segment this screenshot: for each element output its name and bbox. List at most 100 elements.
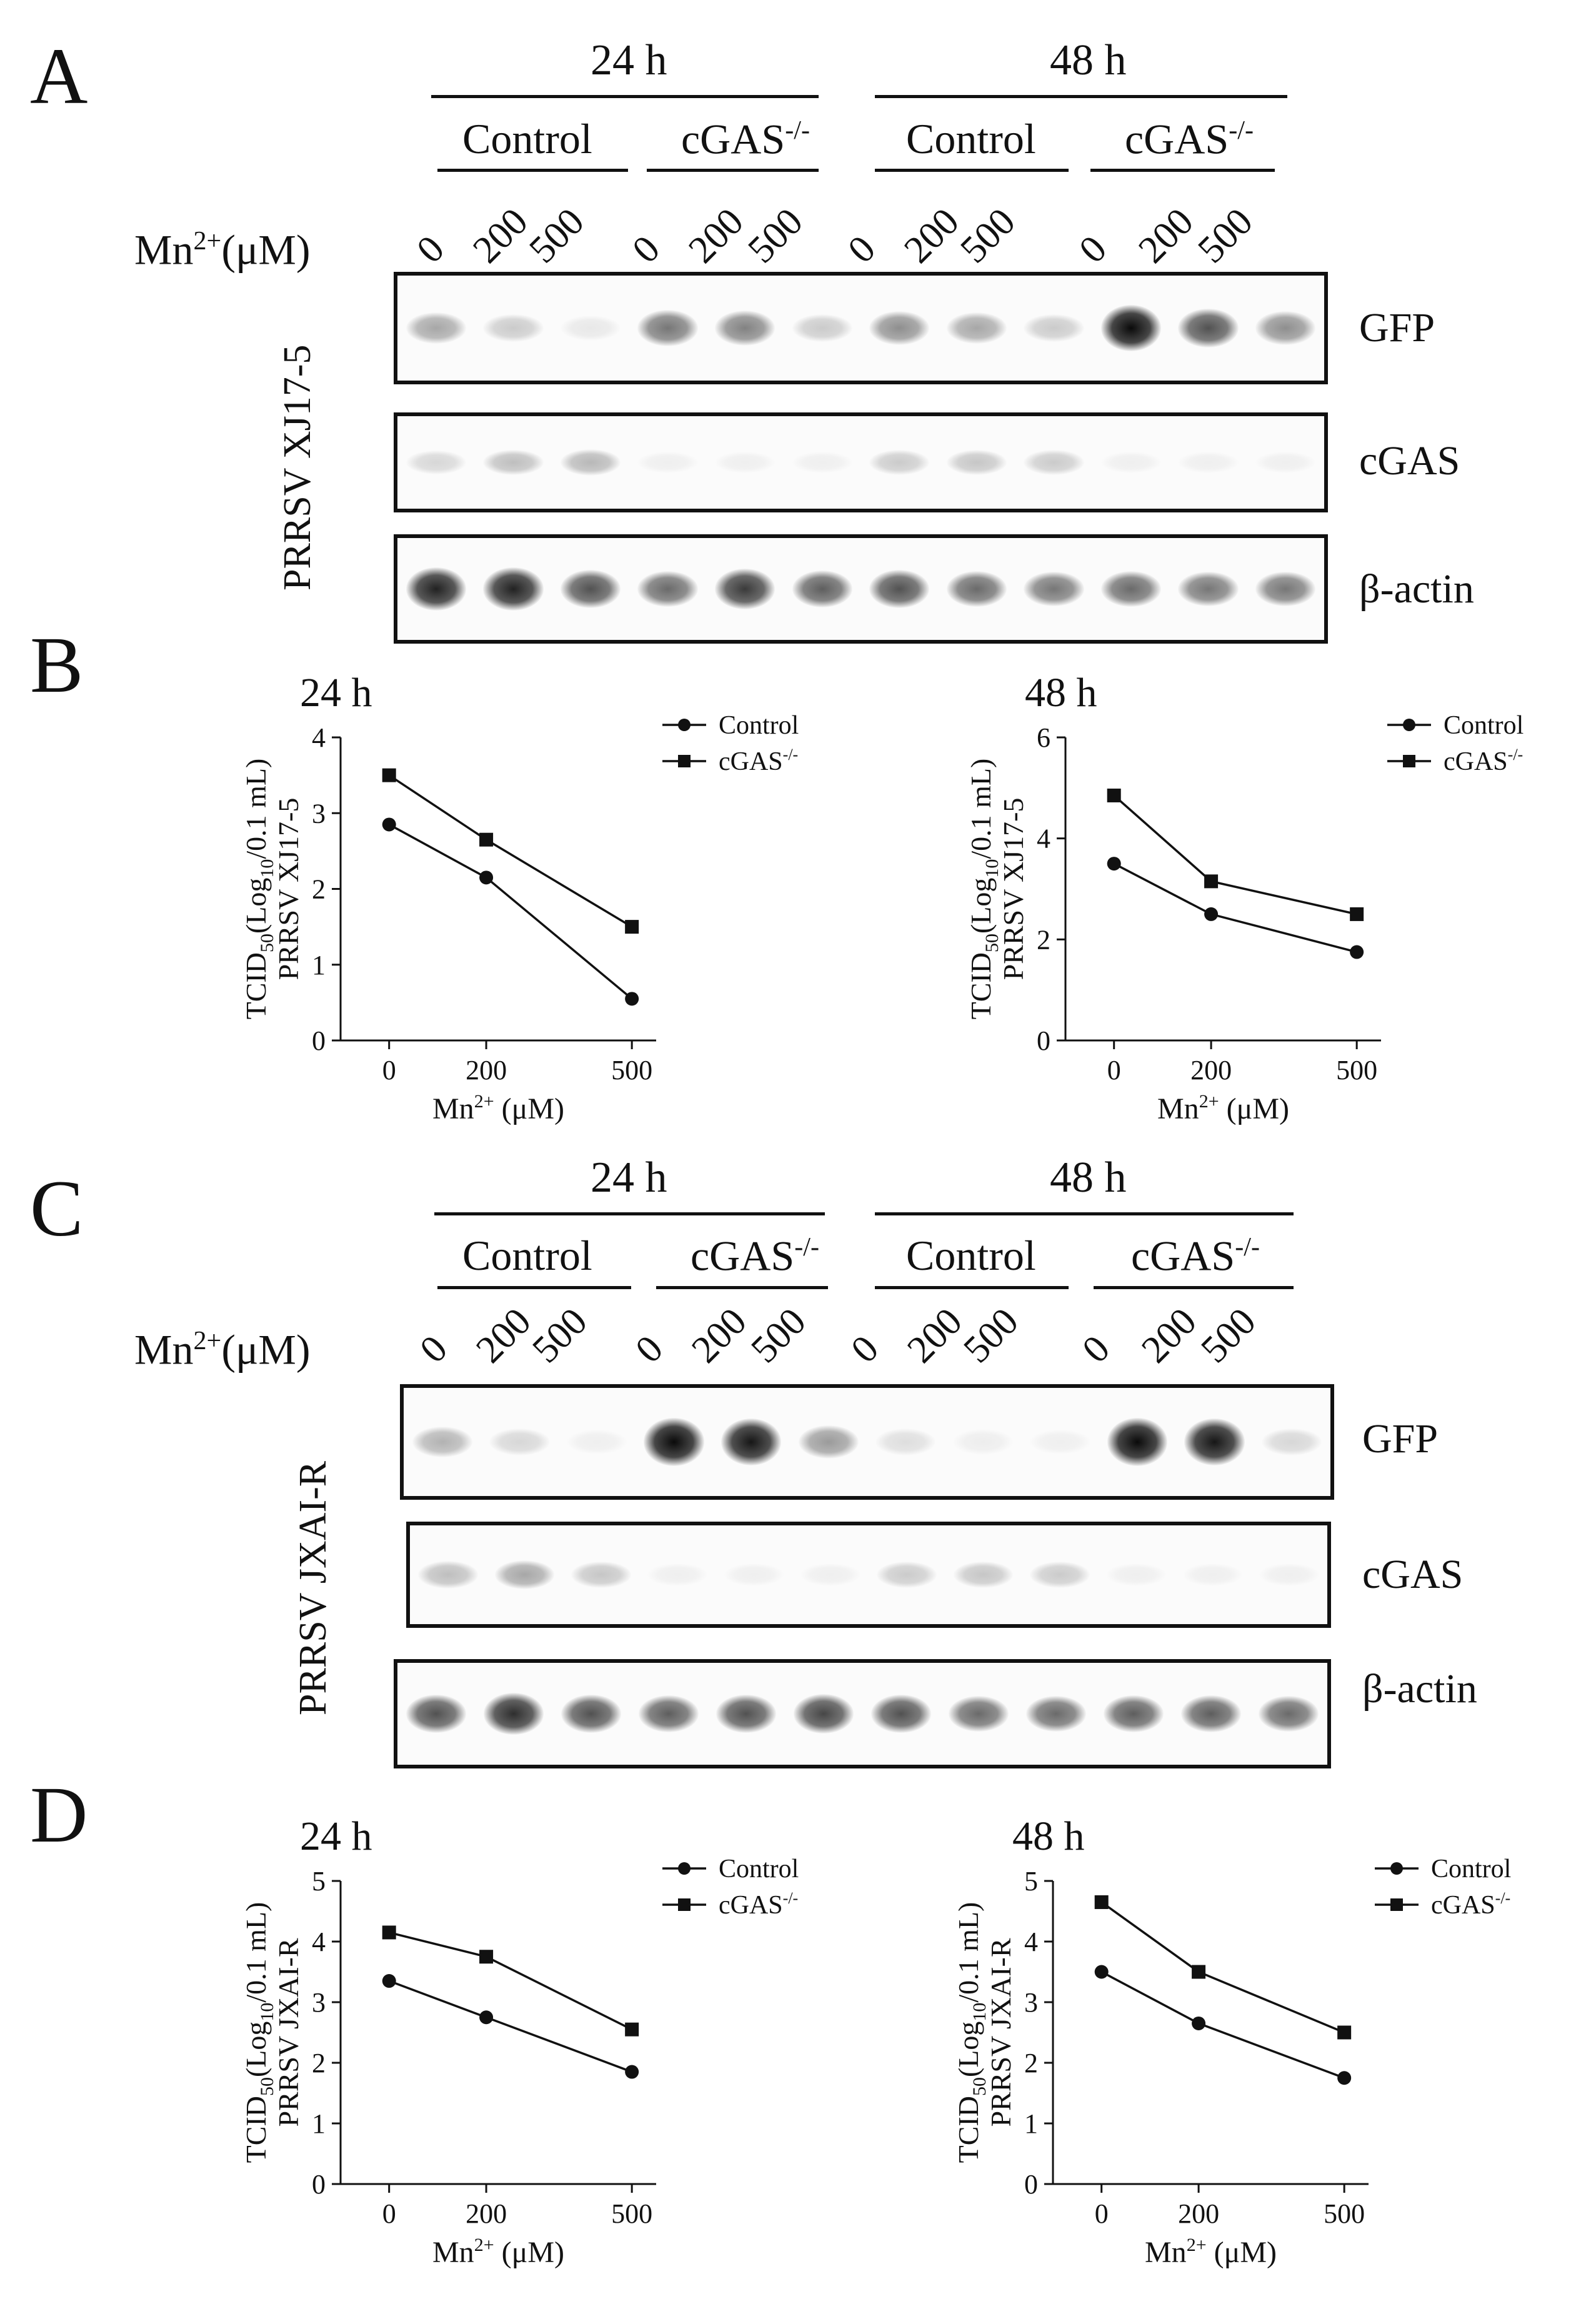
group-label-control-24h-a: Control — [462, 115, 592, 162]
blot-band — [1258, 1695, 1319, 1732]
y-tick-label: 2 — [312, 874, 326, 905]
panel-letter-a: A — [30, 32, 88, 121]
data-point-circle — [625, 992, 639, 1006]
chart-title: 24 h — [300, 1813, 372, 1859]
series-line-2 — [388, 774, 633, 928]
legend-label: Control — [719, 711, 799, 740]
lane-label: 0 — [840, 227, 884, 272]
blot-band — [483, 567, 544, 611]
lane-label: 200 — [1130, 200, 1202, 272]
blot-band — [721, 1419, 782, 1465]
y-tick-label: 0 — [312, 1025, 326, 1056]
series-line-2 — [1113, 794, 1357, 915]
blot-band — [875, 1429, 936, 1455]
y-tick-label: 1 — [312, 2108, 326, 2139]
blot-cgas-c — [406, 1522, 1331, 1628]
blot-band — [946, 312, 1007, 344]
blot-band — [412, 1426, 472, 1458]
group-bar-4-a — [1090, 169, 1275, 172]
legend-marker-square — [678, 755, 691, 767]
blot-band — [714, 452, 776, 473]
lane-label: 200 — [1134, 1300, 1205, 1372]
blot-band — [1030, 1429, 1090, 1455]
chart-d-24h: 24 h 0 1 2 3 4 5 0 200 500 Mn2+ (μM) TCID50(Log10/0… — [240, 1813, 799, 2269]
legend-label: cGAS-/- — [1444, 746, 1523, 776]
blot-band — [1255, 571, 1316, 607]
blot-band — [714, 569, 776, 609]
blot-band — [406, 1695, 467, 1733]
blot-actin-a — [394, 534, 1328, 644]
group-label-cgas-48h-a: cGAS-/- — [1125, 115, 1254, 163]
blot-band — [560, 316, 621, 341]
lane-label: 0 — [412, 1327, 456, 1372]
blot-band — [1182, 1563, 1243, 1586]
x-tick-label: 500 — [1336, 1055, 1377, 1085]
blot-band — [1024, 571, 1084, 607]
data-point-circle — [625, 2065, 639, 2079]
y-axis-label-line2: PRRSV JXAI-R — [985, 1938, 1017, 2127]
y-tick-label: 2 — [1037, 924, 1050, 955]
blot-band — [406, 312, 466, 344]
blot-band — [1255, 311, 1316, 345]
blot-band — [494, 1560, 555, 1590]
series-line-1 — [388, 823, 633, 1000]
data-point-square — [382, 1925, 396, 1940]
legend-marker-circle — [678, 719, 691, 731]
y-tick-label: 4 — [1024, 1927, 1038, 1957]
y-tick-label: 5 — [1024, 1866, 1038, 1897]
virus-label-a: PRRSV XJ17-5 — [276, 344, 319, 591]
blot-gfp-a — [394, 272, 1328, 384]
blot-band — [792, 570, 852, 608]
blot-gfp-c — [400, 1384, 1334, 1500]
lane-label: 500 — [740, 200, 811, 272]
y-tick-label: 0 — [1037, 1025, 1050, 1056]
blot-band — [948, 1695, 1009, 1732]
protein-label-gfp-a: GFP — [1359, 305, 1435, 351]
x-tick-label: 500 — [611, 1055, 652, 1085]
data-point-square — [1192, 1965, 1206, 1979]
data-point-circle — [382, 817, 396, 832]
blot-band — [1178, 452, 1239, 473]
lane-label: 0 — [843, 1327, 887, 1372]
data-point-circle — [1204, 907, 1219, 921]
lane-label: 200 — [681, 200, 752, 272]
blot-band — [638, 1695, 699, 1733]
blot-band — [793, 1694, 854, 1733]
blot-band — [1259, 1563, 1319, 1586]
legend-marker-square — [678, 1898, 691, 1911]
group-label-cgas-24h-c: cGAS-/- — [691, 1232, 820, 1280]
x-tick-label: 200 — [1178, 2198, 1219, 2229]
mn-label-c: Mn2+(μM) — [134, 1325, 311, 1374]
lane-label: 200 — [684, 1300, 755, 1372]
lane-label: 0 — [1074, 1327, 1119, 1372]
blot-band — [1100, 571, 1162, 607]
lane-label: 0 — [624, 227, 669, 272]
chart-b-48h: 48 h 0 2 4 6 0 200 500 Mn2+ (μM) TCID50(Log10/0.1… — [965, 670, 1524, 1125]
blot-band — [869, 311, 930, 345]
y-axis-label: TCID50(Log10/0.1 mL) PRRSV JXAI-R — [952, 1902, 1017, 2163]
blot-band — [714, 311, 776, 346]
y-tick-label: 0 — [1024, 2169, 1038, 2200]
panel-letter-c: C — [30, 1164, 84, 1253]
series-line-1 — [1100, 1970, 1345, 2079]
blot-band — [798, 1425, 859, 1459]
legend-label: cGAS-/- — [719, 746, 798, 776]
data-point-square — [1204, 874, 1219, 889]
y-axis-label-line1: TCID50(Log10/0.1 mL) — [952, 1902, 990, 2163]
lane-label: 500 — [521, 200, 592, 272]
blot-band — [483, 1693, 544, 1735]
data-point-square — [625, 920, 639, 934]
data-point-square — [1337, 2025, 1352, 2040]
lane-label: 500 — [743, 1300, 814, 1372]
blot-band — [566, 1429, 627, 1455]
y-axis-label: TCID50(Log10/0.1 mL) PRRSV JXAI-R — [240, 1902, 304, 2163]
blot-band — [483, 314, 544, 342]
y-tick-label: 3 — [1024, 1987, 1038, 2018]
data-point-square — [1350, 907, 1364, 921]
blot-band — [1100, 305, 1162, 351]
y-tick-label: 4 — [312, 1927, 326, 1957]
y-tick-label: 1 — [312, 950, 326, 980]
blot-band — [724, 1563, 784, 1586]
y-tick-label: 2 — [1024, 2048, 1038, 2078]
lane-label: 200 — [896, 200, 967, 272]
